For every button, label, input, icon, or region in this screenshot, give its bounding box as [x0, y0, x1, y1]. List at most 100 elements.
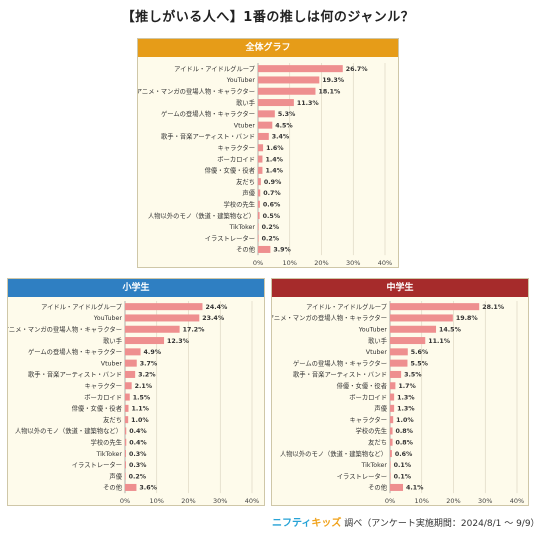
bar [390, 416, 394, 424]
data-label: 1.1% [131, 406, 149, 413]
x-tick-label: 20% [446, 497, 460, 505]
bar [258, 178, 261, 186]
category-label: 友だち [103, 415, 122, 424]
x-tick-label: 30% [213, 497, 227, 505]
category-label: イラストレーター [337, 471, 387, 480]
category-label: アイドル・アイドルグループ [306, 302, 388, 311]
category-label: 声優 [242, 188, 255, 197]
x-tick-label: 10% [283, 259, 297, 267]
data-label: 0.5% [263, 213, 281, 220]
category-label: 歌手・音楽アーティスト・バンド [293, 370, 387, 379]
data-label: 1.4% [265, 168, 283, 175]
category-label: キャラクター [84, 381, 122, 390]
bar [258, 76, 320, 84]
panel-header-junior-high: 中学生 [272, 279, 528, 297]
bar [258, 121, 273, 129]
bar [125, 314, 200, 322]
category-label: 俳優・女優・役者 [205, 166, 255, 175]
category-label: Vtuber [366, 349, 388, 356]
x-tick-label: 0% [120, 497, 130, 505]
category-label: 学校の先生 [224, 199, 255, 208]
category-label: 歌手・音楽アーティスト・バンド [161, 132, 255, 141]
bar [125, 416, 129, 424]
data-label: 5.6% [411, 349, 429, 356]
data-label: 1.3% [397, 394, 415, 401]
x-tick-label: 40% [245, 497, 259, 505]
category-label: ボーカロイド [349, 393, 387, 401]
x-tick-label: 0% [253, 259, 263, 267]
chart-overall: 0% 10% 20% 30% 40% アイドル・アイドルグループ 26.7% YouTuber… [138, 63, 392, 267]
data-label: 4.9% [144, 349, 162, 356]
data-label: 0.1% [394, 462, 412, 469]
data-label: 19.3% [322, 77, 345, 84]
category-label: 声優 [109, 471, 122, 480]
bar [390, 348, 408, 356]
bar [390, 393, 395, 401]
data-label: 0.7% [263, 190, 281, 197]
category-label: 歌い手 [368, 336, 387, 345]
bar [258, 132, 269, 140]
data-label: 3.5% [404, 372, 422, 379]
category-label: アニメ・マンガの登場人物・キャラクター [8, 324, 122, 333]
x-tick-label: 30% [346, 259, 360, 267]
category-label: 学校の先生 [356, 426, 387, 435]
bar [125, 303, 203, 311]
bar [125, 483, 137, 491]
data-label: 0.8% [396, 439, 414, 446]
data-label: 14.5% [439, 326, 462, 333]
bar [390, 325, 437, 333]
chart-panel-junior-high: 中学生 0% 10% 20% 30% 40% アイドル・アイドルグループ 28.1% アニメ・… [271, 278, 529, 506]
data-label: 0.2% [262, 235, 280, 242]
panel-header-elementary: 小学生 [8, 279, 264, 297]
bar [390, 438, 393, 446]
bar [125, 370, 136, 378]
x-tick-label: 20% [314, 259, 328, 267]
category-label: TikToker [360, 462, 387, 469]
footer-credit: ニフティキッズ 調べ（アンケート実施期間：2024/8/1 ～ 9/9） [272, 514, 536, 529]
data-label: 12.3% [167, 338, 190, 345]
x-tick-label: 0% [385, 497, 395, 505]
bar [390, 461, 391, 469]
data-label: 3.4% [272, 134, 290, 141]
bar [390, 359, 408, 367]
data-label: 1.3% [397, 406, 415, 413]
category-label: イラストレーター [205, 233, 255, 242]
category-label: 歌手・音楽アーティスト・バンド [28, 370, 122, 379]
panel-header-overall: 全体グラフ [138, 39, 398, 57]
chart-junior-high: 0% 10% 20% 30% 40% アイドル・アイドルグループ 28.1% アニメ・マンガの… [272, 301, 524, 505]
category-label: その他 [236, 245, 256, 254]
category-label: 歌い手 [236, 98, 255, 107]
category-label: アニメ・マンガの登場人物・キャラクター [138, 86, 255, 95]
bar [125, 427, 127, 435]
data-label: 5.5% [410, 360, 428, 367]
x-tick-label: 40% [378, 259, 392, 267]
x-tick-label: 10% [150, 497, 164, 505]
bar [390, 404, 395, 412]
bar [258, 223, 259, 231]
bar [125, 472, 126, 480]
category-label: 人物以外のモノ（鉄道・建築物など） [15, 426, 122, 435]
data-label: 1.0% [131, 417, 149, 424]
data-label: 4.1% [406, 485, 424, 492]
data-label: 26.7% [346, 66, 369, 73]
data-label: 5.3% [278, 111, 296, 118]
bar [258, 200, 260, 208]
category-label: ゲームの登場人物・キャラクター [293, 358, 387, 367]
bar [125, 359, 137, 367]
bar [125, 325, 180, 333]
data-label: 11.1% [428, 338, 451, 345]
data-label: 0.4% [129, 428, 147, 435]
category-label: YouTuber [93, 315, 123, 322]
brand-name-a: ニフティ [272, 518, 312, 529]
category-label: キャラクター [217, 143, 255, 152]
x-tick-label: 20% [181, 497, 195, 505]
bar [390, 472, 391, 480]
bar [258, 245, 271, 253]
category-label: ゲームの登場人物・キャラクター [28, 347, 122, 356]
category-label: Vtuber [234, 122, 256, 129]
data-label: 2.1% [135, 383, 153, 390]
bar [258, 189, 261, 197]
data-label: 0.1% [394, 473, 412, 480]
data-label: 3.2% [138, 372, 156, 379]
bar [125, 461, 126, 469]
